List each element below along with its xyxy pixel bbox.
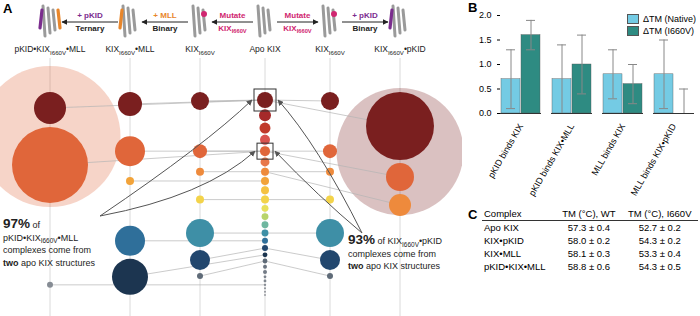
svg-text:Binary: Binary: [153, 24, 178, 33]
svg-text:Mutate: Mutate: [220, 11, 246, 20]
html-text:C: C: [468, 207, 478, 222]
html-text:B: B: [468, 0, 478, 15]
svg-text:93% of KIXI660V•pKID: 93% of KIXI660V•pKID: [348, 232, 443, 248]
html-text:ΔTM (I660V): ΔTM (I660V): [643, 26, 694, 36]
html-text:Apo KIX: Apo KIX: [484, 222, 519, 233]
svg-text:complexes come from: complexes come from: [348, 249, 436, 259]
html-text:53.3 ± 0.4: 53.3 ± 0.4: [638, 248, 681, 259]
svg-text:A: A: [3, 1, 13, 16]
html-text:ΔTM (Native): ΔTM (Native): [643, 14, 696, 24]
svg-text:0.5: 0.5: [479, 84, 492, 94]
html-text:pKID•KIX•MLL: pKID•KIX•MLL: [484, 261, 546, 272]
svg-text:KIXI660V•MLL: KIXI660V•MLL: [105, 44, 154, 56]
svg-text:+ pKID: + pKID: [77, 11, 103, 20]
html-text:57.3 ± 0.4: 57.3 ± 0.4: [567, 222, 610, 233]
svg-text:KIXI660V: KIXI660V: [283, 24, 312, 34]
svg-text:Ternary: Ternary: [76, 24, 105, 33]
svg-text:MLL binds KIX: MLL binds KIX: [589, 122, 627, 177]
svg-text:1.5: 1.5: [479, 35, 492, 45]
svg-text:two apo KIX structures: two apo KIX structures: [348, 261, 441, 271]
svg-text:pKID binds KIX•MLL: pKID binds KIX•MLL: [527, 122, 577, 198]
html-text:58.1 ± 0.3: 58.1 ± 0.3: [567, 248, 610, 259]
html-text:52.7 ± 0.2: 52.7 ± 0.2: [638, 222, 681, 233]
svg-text:2.0: 2.0: [479, 10, 492, 20]
html-text:TM (°C), WT: TM (°C), WT: [562, 208, 616, 219]
html-text:Complex: Complex: [484, 208, 522, 219]
html-text:54.3 ± 0.5: 54.3 ± 0.5: [638, 261, 681, 272]
svg-text:+ pKID: + pKID: [352, 11, 378, 20]
html-text:58.0 ± 0.2: 58.0 ± 0.2: [567, 235, 610, 246]
svg-text:KIXI660V•pKID: KIXI660V•pKID: [374, 44, 426, 56]
svg-text:pKID•KIXI660V•MLL: pKID•KIXI660V•MLL: [3, 233, 78, 245]
html-text:58.8 ± 0.6: 58.8 ± 0.6: [567, 261, 610, 272]
html-text:54.3 ± 0.2: 54.3 ± 0.2: [638, 235, 681, 246]
svg-text:1.0: 1.0: [479, 59, 492, 69]
svg-text:Apo KIX: Apo KIX: [249, 44, 281, 54]
svg-text:pKID binds KIX: pKID binds KIX: [486, 122, 525, 180]
svg-text:+ MLL: + MLL: [153, 11, 176, 20]
svg-text:Binary: Binary: [353, 24, 378, 33]
svg-text:pKID•KIXI660V•MLL: pKID•KIXI660V•MLL: [14, 44, 85, 56]
svg-text:KIXI660V: KIXI660V: [218, 24, 247, 34]
svg-text:0.0: 0.0: [479, 108, 492, 118]
svg-text:97% of: 97% of: [3, 216, 41, 231]
html-text:TM (°C), I660V: TM (°C), I660V: [628, 208, 692, 219]
html-text:KIX•pKID: KIX•pKID: [484, 235, 524, 246]
svg-text:complexes come from: complexes come from: [3, 245, 91, 255]
svg-text:KIXI660V: KIXI660V: [185, 44, 216, 56]
svg-text:MLL binds KIX•pKID: MLL binds KIX•pKID: [629, 122, 679, 198]
svg-text:two apo KIX structures: two apo KIX structures: [3, 258, 96, 268]
svg-text:KIXI660V: KIXI660V: [315, 44, 346, 56]
svg-text:Mutate: Mutate: [285, 11, 311, 20]
html-text:KIX•MLL: KIX•MLL: [484, 248, 522, 259]
